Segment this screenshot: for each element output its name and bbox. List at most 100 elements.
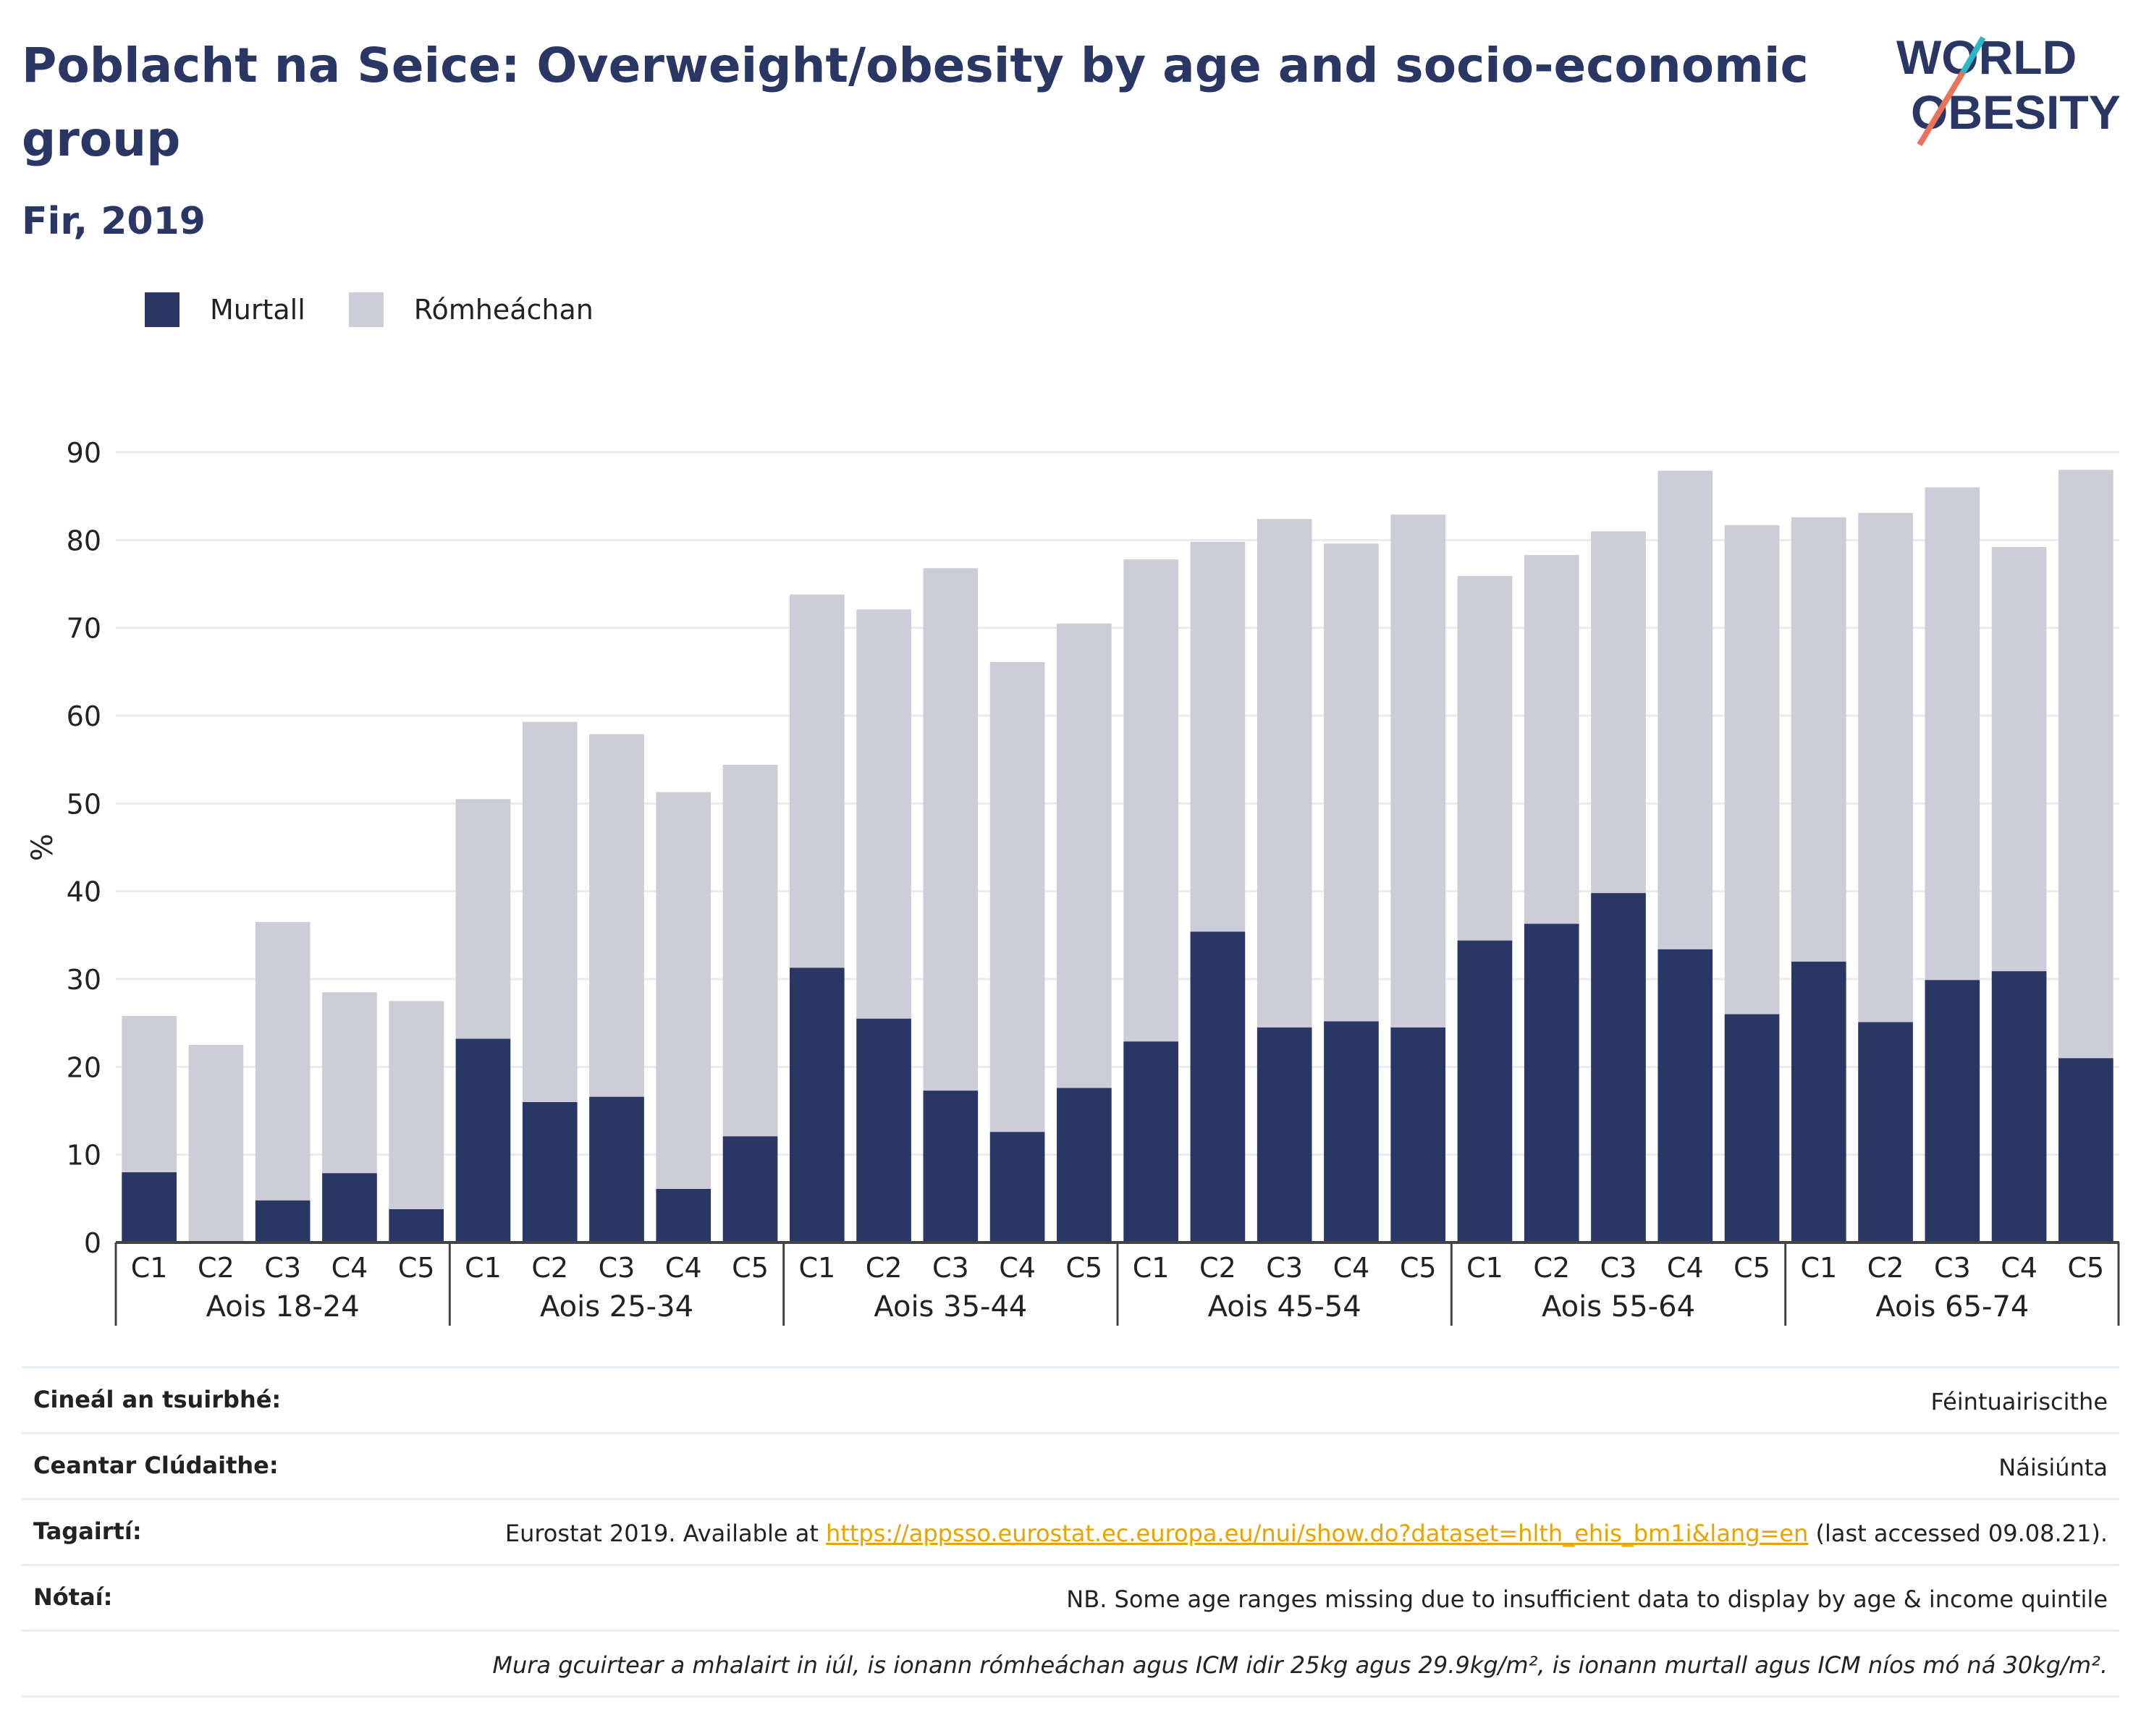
group-label: Aois 65-74	[1875, 1290, 2029, 1324]
x-tick-label: C4	[1333, 1252, 1370, 1284]
x-tick-label: C4	[665, 1252, 702, 1284]
bar-murtall	[322, 1173, 377, 1242]
stacked-bar-chart: 0 10 20 30 40 50 60 70 80 90% C1 C2 C3 C4 C5 Aois 18-24…	[26, 437, 2120, 1326]
bar-romheachan	[389, 1001, 444, 1209]
info-row-notes: Nótaí: NB. Some age ranges missing due t…	[22, 1564, 2119, 1630]
info-table: Cineál an tsuirbhé: Féintuairiscithe Cea…	[22, 1366, 2119, 1698]
bar-romheachan	[122, 1015, 177, 1172]
y-tick-label: 80	[67, 525, 101, 556]
x-tick-label: C2	[531, 1252, 568, 1284]
x-tick-label: C2	[1199, 1252, 1236, 1284]
x-tick-label: C2	[1867, 1252, 1904, 1284]
bar-murtall	[1457, 940, 1513, 1242]
bar-romheachan	[1925, 487, 1980, 981]
info-label: Nótaí:	[33, 1583, 113, 1611]
bar-murtall	[1991, 971, 2047, 1242]
logo-line-2: OBESITY	[1911, 85, 2121, 139]
y-tick-label: 0	[84, 1227, 101, 1259]
x-tick-label: C1	[465, 1252, 502, 1284]
chart-subtitle: Fir, 2019	[22, 200, 206, 243]
legend-item-romheachan: Rómheáchan	[348, 292, 594, 327]
bar-romheachan	[1858, 512, 1913, 1022]
bar-murtall	[789, 967, 845, 1242]
bar-murtall	[1057, 1088, 1112, 1242]
reference-text: Eurostat 2019. Available at	[504, 1520, 827, 1547]
bar-romheachan	[188, 1045, 244, 1242]
info-label: Ceantar Clúdaithe:	[33, 1452, 279, 1479]
x-tick-label: C3	[264, 1252, 301, 1284]
bar-murtall	[1190, 931, 1246, 1242]
x-tick-label: C1	[798, 1252, 835, 1284]
bar-murtall	[455, 1038, 511, 1242]
bar-romheachan	[789, 594, 845, 968]
x-tick-label: C2	[198, 1252, 235, 1284]
x-tick-label: C3	[1934, 1252, 1971, 1284]
bar-romheachan	[1791, 517, 1846, 962]
bar-romheachan	[255, 922, 311, 1201]
info-row-definition: Mura gcuirtear a mhalairt in iúl, is ion…	[22, 1630, 2119, 1698]
bar-romheachan	[1324, 543, 1379, 1022]
y-tick-label: 60	[67, 700, 101, 732]
x-tick-label: C2	[866, 1252, 903, 1284]
x-tick-label: C3	[1266, 1252, 1303, 1284]
bar-murtall	[122, 1172, 177, 1242]
x-tick-label: C5	[1734, 1252, 1770, 1284]
bar-murtall	[1791, 961, 1846, 1242]
info-value: Féintuairiscithe	[1930, 1388, 2108, 1415]
logo-line-1: WORLD	[1896, 30, 2077, 84]
y-tick-label: 50	[67, 788, 101, 820]
y-tick-label: 30	[67, 964, 101, 996]
bar-romheachan	[1524, 554, 1579, 924]
x-tick-label: C5	[1066, 1252, 1103, 1284]
bar-murtall	[1390, 1027, 1446, 1242]
bar-murtall	[1324, 1021, 1379, 1242]
group-label: Aois 45-54	[1208, 1290, 1361, 1324]
bar-romheachan	[1591, 531, 1646, 894]
bar-murtall	[856, 1018, 911, 1242]
bar-murtall	[989, 1132, 1045, 1242]
bar-romheachan	[1057, 623, 1112, 1088]
x-tick-label: C4	[332, 1252, 368, 1284]
x-tick-label: C3	[599, 1252, 635, 1284]
bar-murtall	[1724, 1014, 1780, 1242]
bar-romheachan	[1390, 515, 1446, 1028]
x-tick-label: C3	[932, 1252, 969, 1284]
bar-romheachan	[856, 609, 911, 1019]
x-tick-label: C3	[1600, 1252, 1637, 1284]
bar-romheachan	[2058, 470, 2113, 1059]
bar-romheachan	[989, 661, 1045, 1132]
y-tick-label: 90	[67, 437, 101, 469]
bar-murtall	[1658, 949, 1713, 1242]
x-tick-label: C5	[732, 1252, 769, 1284]
bar-romheachan	[589, 734, 644, 1097]
bar-murtall	[656, 1188, 711, 1242]
bar-murtall	[1257, 1027, 1312, 1242]
bar-murtall	[389, 1208, 444, 1242]
chart-title: Poblacht na Seice: Overweight/obesity by…	[22, 38, 1809, 167]
x-tick-label: C1	[1800, 1252, 1837, 1284]
info-row-survey-type: Cineál an tsuirbhé: Féintuairiscithe	[22, 1366, 2119, 1432]
chart-legend: Murtall Rómheáchan	[145, 289, 637, 330]
group-label: Aois 55-64	[1542, 1290, 1695, 1324]
info-value: Eurostat 2019. Available at https://apps…	[505, 1517, 2108, 1549]
x-tick-label: C5	[1400, 1252, 1437, 1284]
x-tick-label: C4	[999, 1252, 1036, 1284]
reference-accessed: (last accessed 09.08.21).	[1808, 1520, 2108, 1547]
reference-link[interactable]: https://appsso.eurostat.ec.europa.eu/nui…	[826, 1520, 1809, 1547]
y-tick-label: 10	[67, 1140, 101, 1172]
x-tick-label: C2	[1533, 1252, 1570, 1284]
x-tick-label: C1	[1466, 1252, 1503, 1284]
x-tick-label: C1	[1133, 1252, 1170, 1284]
x-tick-label: C5	[2068, 1252, 2105, 1284]
group-label: Aois 18-24	[206, 1290, 360, 1324]
x-tick-label: C4	[1667, 1252, 1704, 1284]
bar-romheachan	[1724, 525, 1780, 1015]
bar-romheachan	[1123, 559, 1178, 1042]
y-tick-label: 40	[67, 876, 101, 908]
bar-romheachan	[522, 721, 578, 1102]
legend-swatch-murtall	[145, 292, 180, 327]
bar-romheachan	[1991, 547, 2047, 972]
bar-murtall	[1524, 923, 1579, 1242]
bar-murtall	[2058, 1058, 2113, 1242]
y-tick-label: 20	[67, 1051, 101, 1083]
